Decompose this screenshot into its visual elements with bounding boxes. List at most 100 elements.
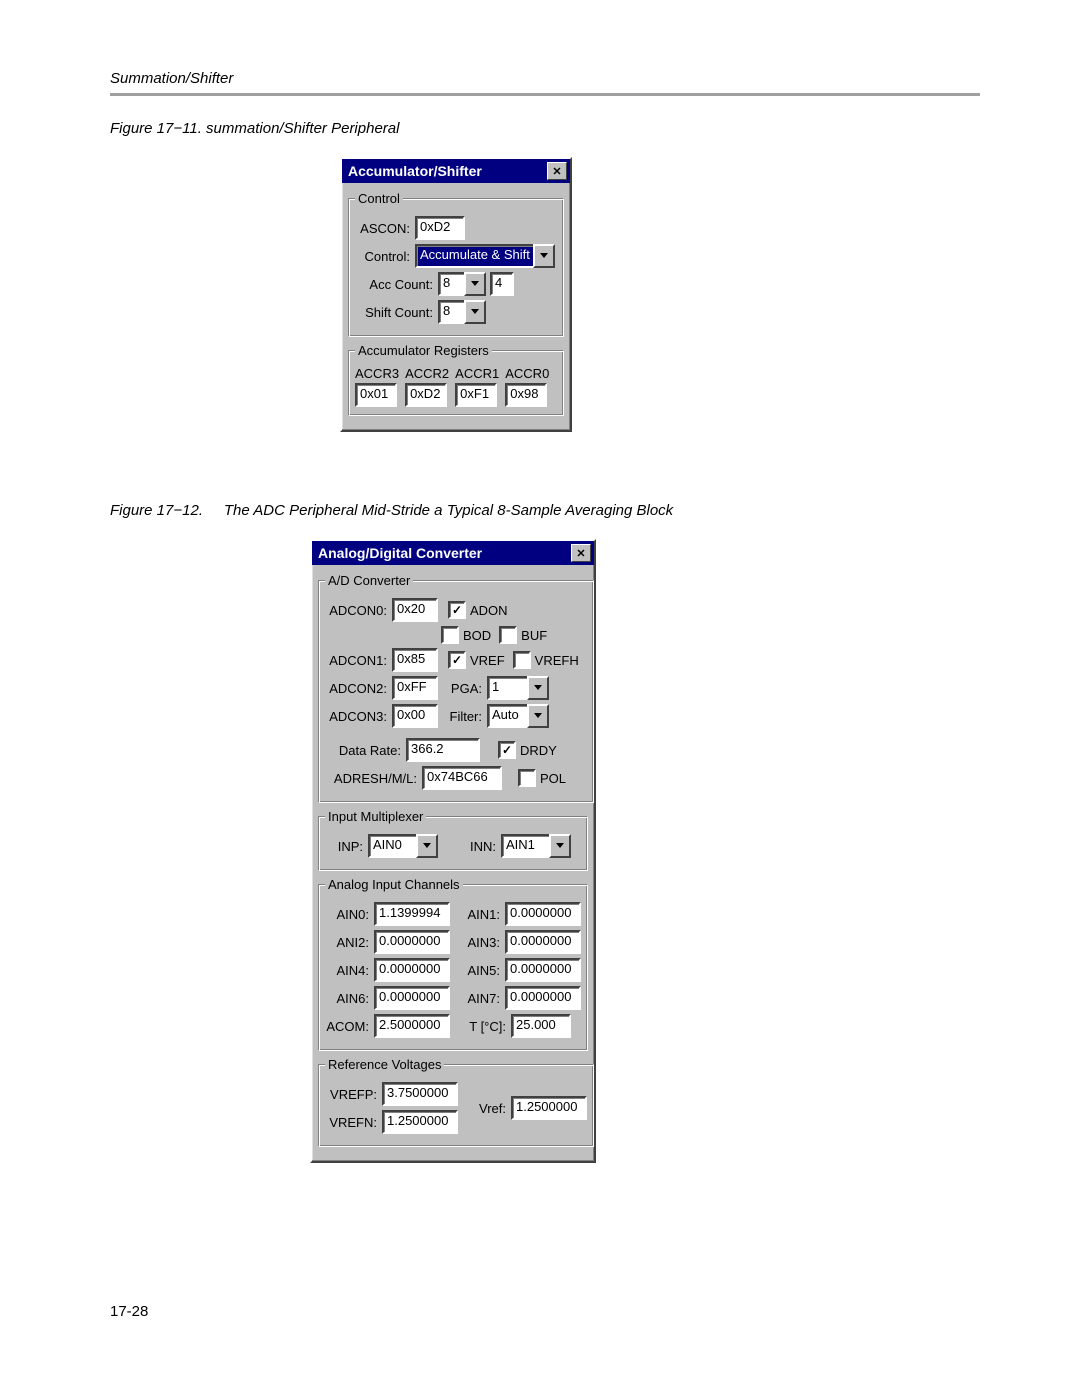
control-group: Control ASCON: 0xD2 Control: Accumulate …	[348, 191, 564, 337]
ref-group: Reference Voltages VREFP: 3.7500000 VREF…	[318, 1057, 594, 1147]
inp-label: INP:	[325, 839, 363, 854]
ain-label: AIN6:	[325, 991, 369, 1006]
checkbox-icon	[498, 741, 516, 759]
ain-input[interactable]: 0.0000000	[505, 958, 581, 982]
acc-count-label: Acc Count:	[355, 277, 433, 292]
checkbox-icon	[448, 601, 466, 619]
register-column: ACCR00x98	[505, 366, 549, 407]
adcon0-label: ADCON0:	[325, 603, 387, 618]
ain-group: Analog Input Channels AIN0:1.1399994AIN1…	[318, 877, 588, 1051]
ain-legend: Analog Input Channels	[325, 877, 463, 892]
ain-row: AIN4:0.0000000AIN5:0.0000000	[325, 958, 581, 982]
control-legend: Control	[355, 191, 403, 206]
ain-input[interactable]: 0.0000000	[505, 986, 581, 1010]
ain-label: AIN1:	[456, 907, 500, 922]
buf-checkbox[interactable]: BUF	[499, 626, 547, 644]
filter-dropdown[interactable]: Auto	[487, 704, 549, 728]
adcon1-input[interactable]: 0x85	[392, 648, 438, 672]
filter-label: Filter:	[438, 709, 482, 724]
adcon3-label: ADCON3:	[325, 709, 387, 724]
bod-checkbox[interactable]: BOD	[441, 626, 491, 644]
register-input[interactable]: 0x01	[355, 383, 397, 407]
temp-label: T [°C]:	[456, 1019, 506, 1034]
ain-input[interactable]: 0.0000000	[374, 958, 450, 982]
shift-count-dropdown[interactable]: 8	[438, 300, 486, 324]
ain-input[interactable]: 0.0000000	[374, 930, 450, 954]
figure-1-container: Accumulator/Shifter ✕ Control ASCON: 0xD…	[340, 157, 980, 432]
register-input[interactable]: 0xF1	[455, 383, 497, 407]
checkbox-icon	[441, 626, 459, 644]
titlebar[interactable]: Accumulator/Shifter ✕	[342, 159, 570, 183]
adresh-input[interactable]: 0x74BC66	[422, 766, 502, 790]
register-input[interactable]: 0xD2	[405, 383, 447, 407]
vref-checkbox[interactable]: VREF	[448, 651, 505, 669]
adon-checkbox[interactable]: ADON	[448, 601, 508, 619]
ain-label: AIN4:	[325, 963, 369, 978]
chevron-down-icon[interactable]	[527, 676, 549, 700]
ain-input[interactable]: 1.1399994	[374, 902, 450, 926]
acom-label: ACOM:	[325, 1019, 369, 1034]
ref-legend: Reference Voltages	[325, 1057, 444, 1072]
checkbox-icon	[513, 651, 531, 669]
vrefp-input[interactable]: 3.7500000	[382, 1082, 458, 1106]
ain-label: AIN7:	[456, 991, 500, 1006]
figure-number-1: Figure 17−11.	[110, 120, 202, 137]
adcon2-input[interactable]: 0xFF	[392, 676, 438, 700]
acom-input[interactable]: 2.5000000	[374, 1014, 450, 1038]
figure-2-container: Analog/Digital Converter ✕ A/D Converter…	[310, 539, 980, 1163]
titlebar[interactable]: Analog/Digital Converter ✕	[312, 541, 594, 565]
mux-group: Input Multiplexer INP: AIN0 INN: AIN1	[318, 809, 588, 871]
ain-row: ANI2:0.0000000AIN3:0.0000000	[325, 930, 581, 954]
pol-label: POL	[540, 771, 566, 786]
chevron-down-icon[interactable]	[416, 834, 438, 858]
vref-out-input[interactable]: 1.2500000	[511, 1096, 587, 1120]
drdy-checkbox[interactable]: DRDY	[498, 741, 557, 759]
chevron-down-icon[interactable]	[464, 300, 486, 324]
vrefh-checkbox[interactable]: VREFH	[513, 651, 579, 669]
figure-caption-2: Figure 17−12. The ADC Peripheral Mid-Str…	[110, 502, 980, 519]
register-column: ACCR2 0xD2	[405, 366, 449, 407]
datarate-input[interactable]: 366.2	[406, 738, 480, 762]
register-label: ACCR2	[405, 366, 449, 381]
acc-count-dropdown[interactable]: 8	[438, 272, 486, 296]
close-icon[interactable]: ✕	[571, 544, 591, 562]
chevron-down-icon[interactable]	[549, 834, 571, 858]
adcon3-input[interactable]: 0x00	[392, 704, 438, 728]
adc-dialog: Analog/Digital Converter ✕ A/D Converter…	[310, 539, 596, 1163]
ain-input[interactable]: 0.0000000	[374, 986, 450, 1010]
register-label: ACCR3	[355, 366, 399, 381]
chevron-down-icon[interactable]	[533, 244, 555, 268]
bod-label: BOD	[463, 628, 491, 643]
pga-dropdown[interactable]: 1	[487, 676, 549, 700]
section-header: Summation/Shifter	[110, 70, 980, 96]
adc-group: A/D Converter ADCON0: 0x20 ADON BOD BUF …	[318, 573, 594, 803]
ain-input[interactable]: 0.0000000	[505, 902, 581, 926]
register-input[interactable]: 0x98	[505, 383, 547, 407]
page-number: 17-28	[110, 1303, 980, 1320]
figure-title-1: summation/Shifter Peripheral	[206, 120, 399, 137]
acc-count-aux[interactable]: 4	[490, 272, 514, 296]
chevron-down-icon[interactable]	[464, 272, 486, 296]
vref-out-label: Vref:	[472, 1101, 506, 1116]
ascon-input[interactable]: 0xD2	[415, 216, 465, 240]
control-dropdown[interactable]: Accumulate & Shift	[415, 244, 555, 268]
close-icon[interactable]: ✕	[547, 162, 567, 180]
figure-caption-1: Figure 17−11. summation/Shifter Peripher…	[110, 120, 980, 137]
inn-dropdown[interactable]: AIN1	[501, 834, 571, 858]
adcon0-input[interactable]: 0x20	[392, 598, 438, 622]
inp-dropdown[interactable]: AIN0	[368, 834, 438, 858]
inn-label: INN:	[452, 839, 496, 854]
dialog-body: A/D Converter ADCON0: 0x20 ADON BOD BUF …	[312, 565, 594, 1161]
vrefn-input[interactable]: 1.2500000	[382, 1110, 458, 1134]
inp-value: AIN0	[368, 834, 416, 858]
registers-group: Accumulator Registers ACCR30x01ACCR20xD2…	[348, 343, 564, 416]
vrefn-label: VREFN:	[325, 1115, 377, 1130]
temp-input[interactable]: 25.000	[511, 1014, 571, 1038]
ain-row: AIN0:1.1399994AIN1:0.0000000	[325, 902, 581, 926]
adon-label: ADON	[470, 603, 508, 618]
chevron-down-icon[interactable]	[527, 704, 549, 728]
adcon1-label: ADCON1:	[325, 653, 387, 668]
pol-checkbox[interactable]: POL	[518, 769, 566, 787]
ain-input[interactable]: 0.0000000	[505, 930, 581, 954]
mux-legend: Input Multiplexer	[325, 809, 426, 824]
